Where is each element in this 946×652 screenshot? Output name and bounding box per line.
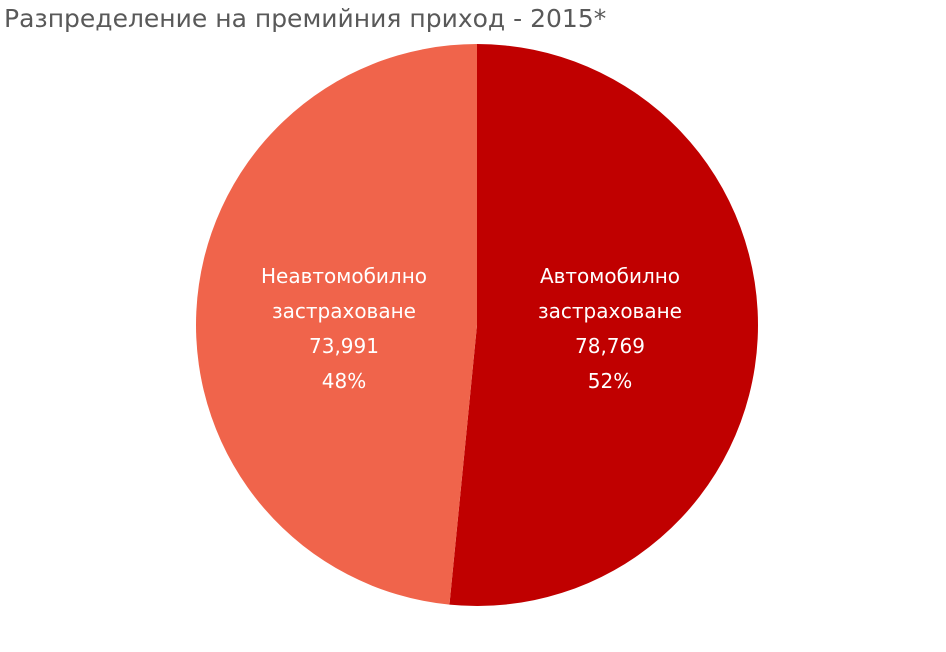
slice-label-category-1: Автомобилно	[540, 264, 680, 288]
slice-label-category-2: застраховане	[272, 299, 416, 323]
slice-label-percent: 52%	[588, 369, 632, 393]
chart-title: Разпределение на премийния приход - 2015…	[4, 4, 607, 33]
slice-label-percent: 48%	[322, 369, 366, 393]
pie-labels: Автомобилно застраховане 78,769 52% Неавтомо…	[261, 264, 682, 393]
pie-slice-1	[449, 44, 759, 606]
slice-label-value: 78,769	[575, 334, 645, 358]
pie-slice-2	[196, 44, 477, 605]
slice-label-category-2: застраховане	[538, 299, 682, 323]
slice-label-category-1: Неавтомобилно	[261, 264, 427, 288]
slice-label-value: 73,991	[309, 334, 379, 358]
pie-slices	[196, 44, 759, 606]
